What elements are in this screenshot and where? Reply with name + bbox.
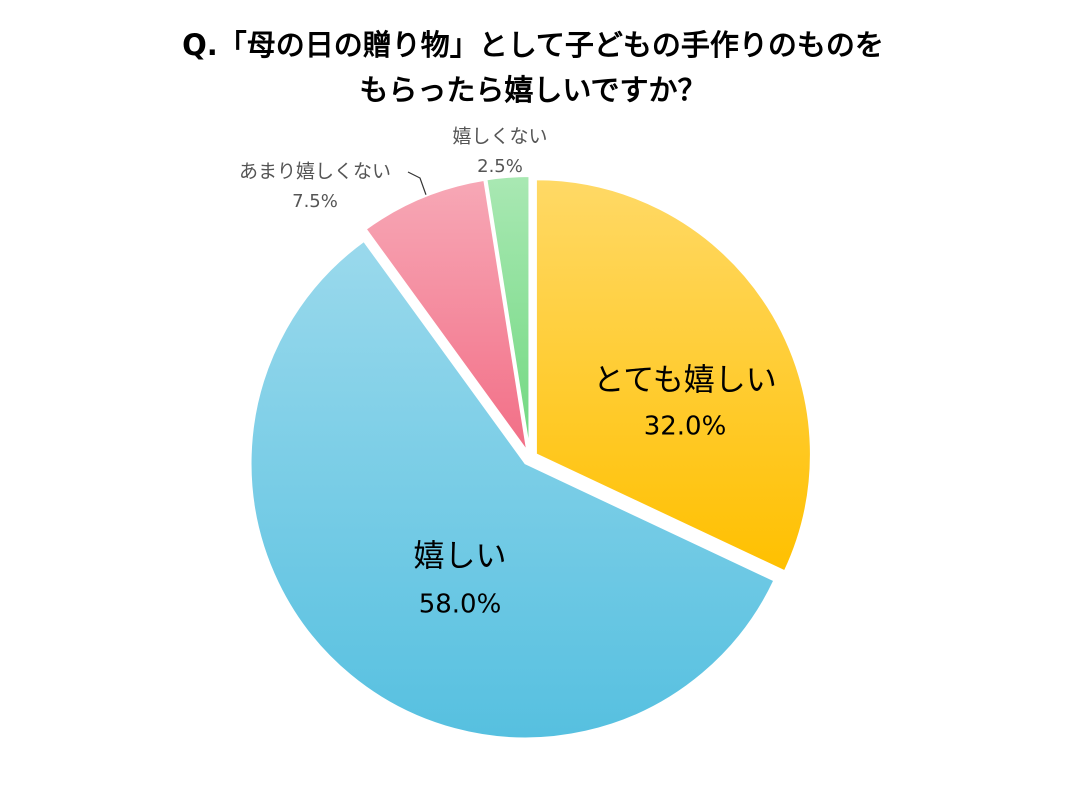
value-label: 58.0% bbox=[419, 590, 502, 620]
pie-slice bbox=[485, 175, 531, 452]
value-label: 7.5% bbox=[292, 191, 338, 212]
slice-label: とても嬉しい bbox=[593, 363, 777, 399]
pie-slice bbox=[249, 239, 776, 740]
value-label: 32.0% bbox=[644, 412, 727, 442]
chart-title: もらったら嬉しいですか？ bbox=[359, 73, 706, 107]
slice-label: 嬉しくない bbox=[452, 126, 547, 148]
chart-title: Q.「母の日の贈り物」として子どもの手作りのものを bbox=[182, 28, 884, 62]
value-label: 2.5% bbox=[477, 156, 523, 177]
pie-slice bbox=[364, 178, 529, 453]
slice-label: あまり嬉しくない bbox=[239, 161, 391, 183]
slice-label: 嬉しい bbox=[414, 539, 507, 575]
pie-slice bbox=[534, 178, 812, 573]
